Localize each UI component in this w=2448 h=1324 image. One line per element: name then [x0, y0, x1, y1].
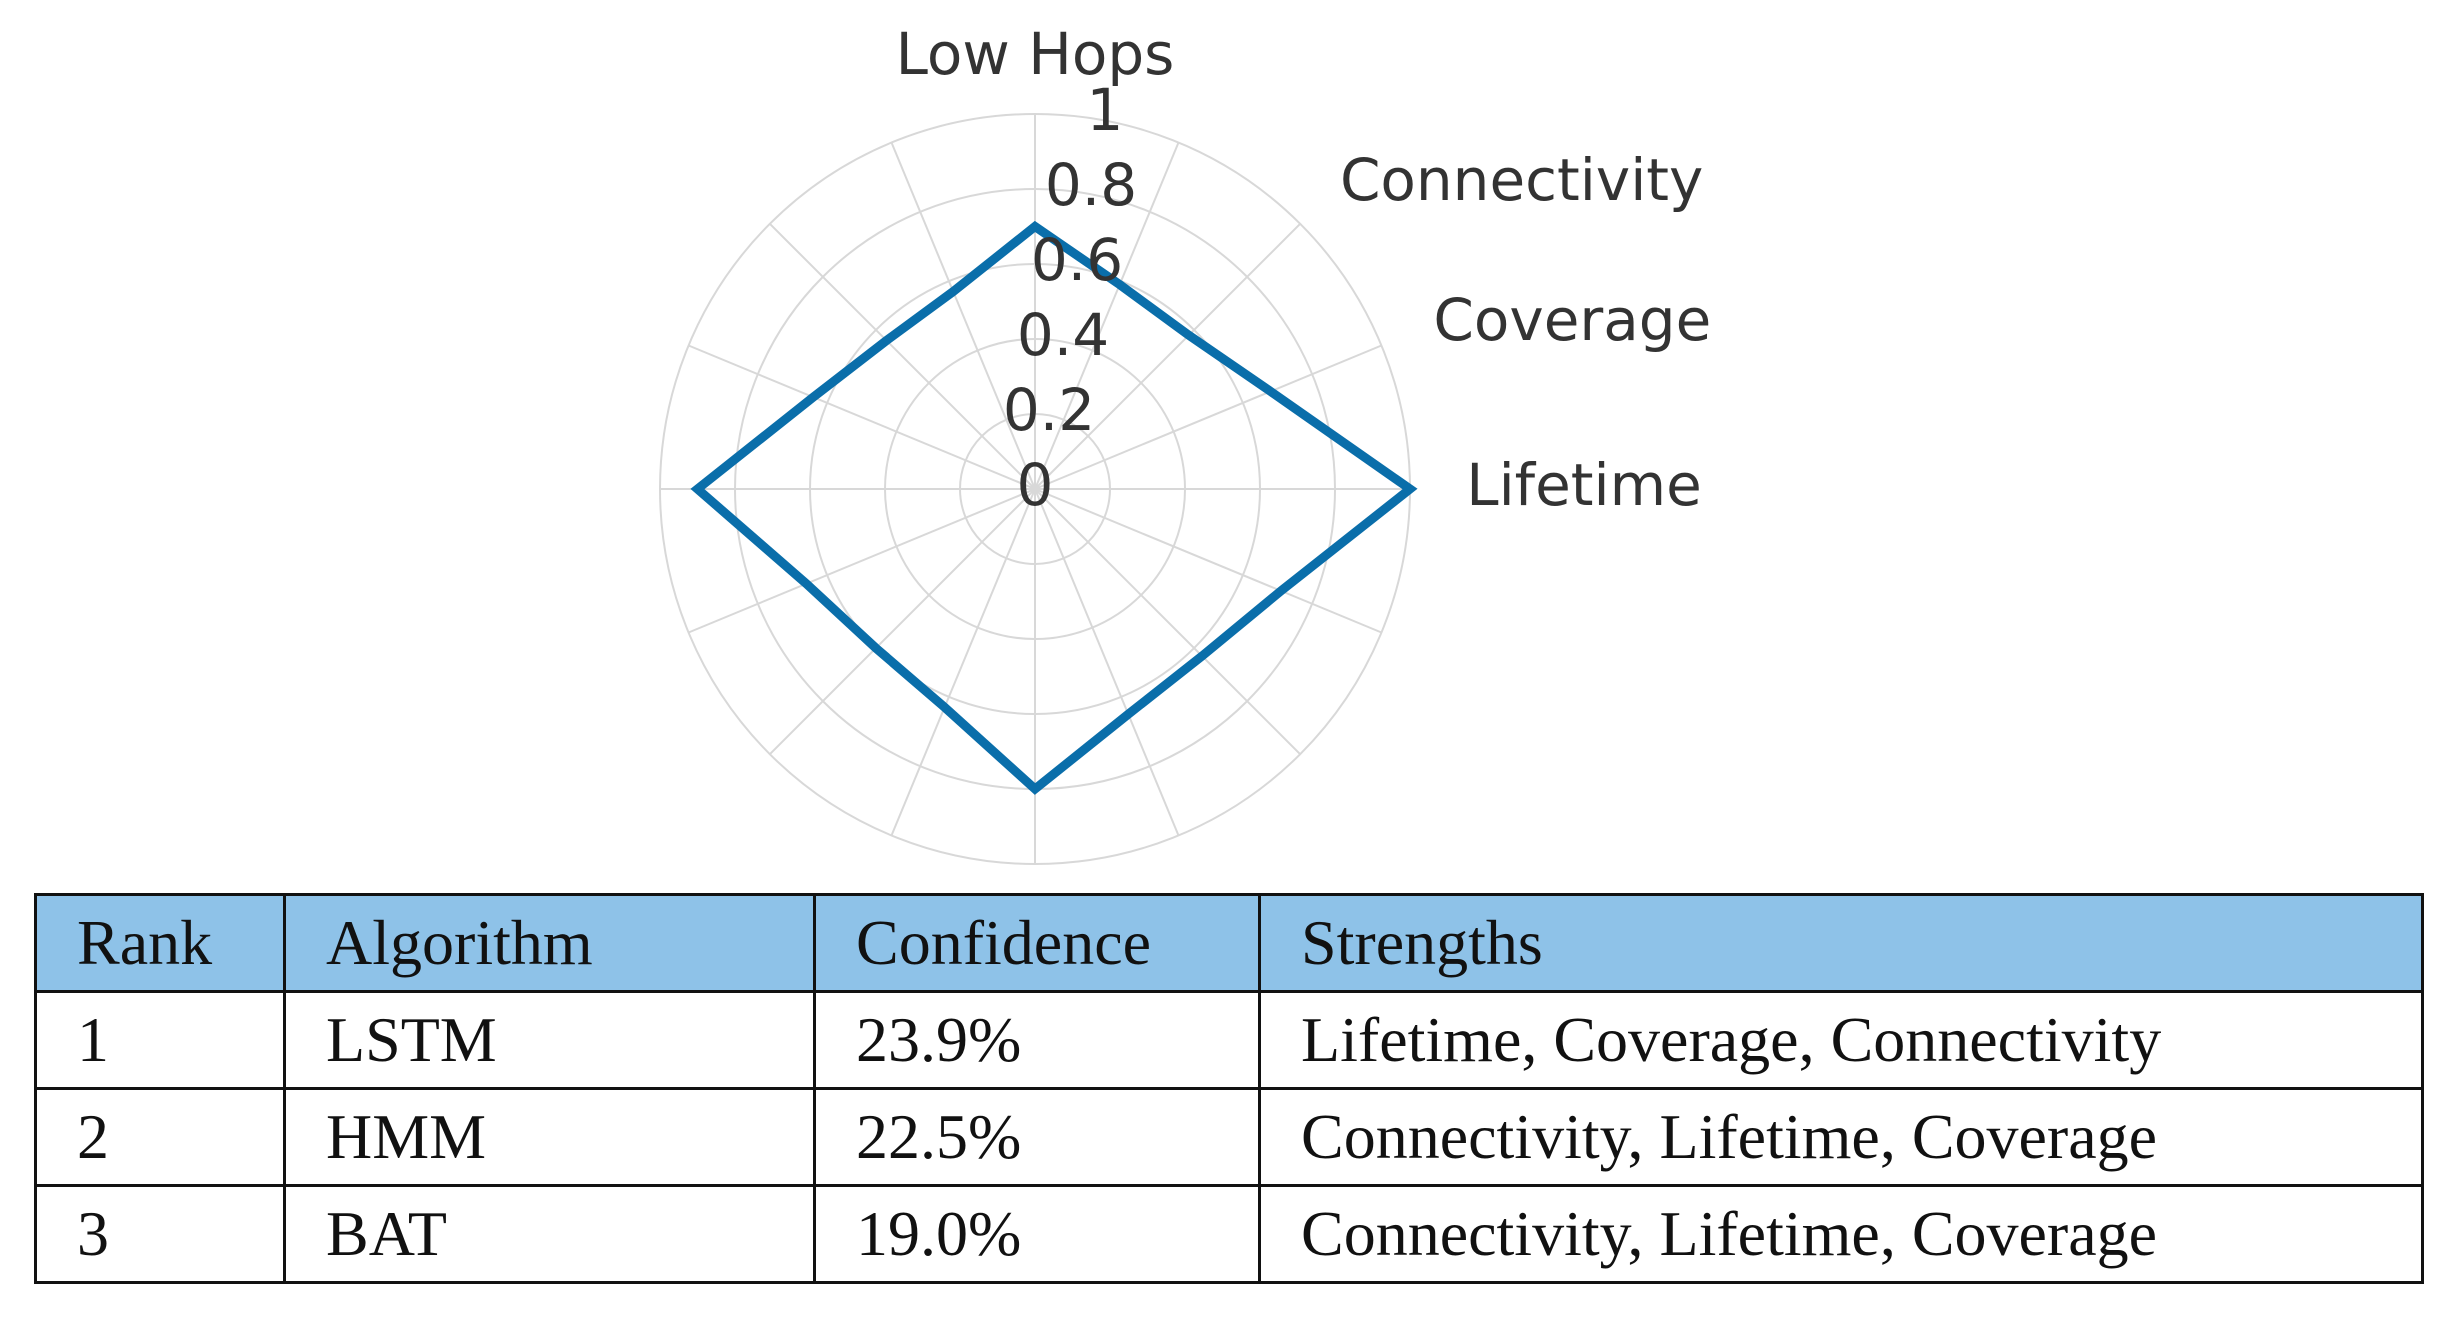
table-row: 3 BAT 19.0% Connectivity, Lifetime, Coverag…	[34, 1184, 2424, 1284]
spoke	[1034, 142, 1180, 490]
spoke	[1034, 223, 1301, 490]
series-line	[690, 220, 1418, 795]
table-cell: LSTM	[283, 990, 816, 1090]
table-cell: 22.5%	[813, 1087, 1261, 1187]
r-tick-label: 0.2	[1003, 376, 1095, 444]
ranking-table: Rank Algorithm Confidence Strengths 1 LSTM 23…	[34, 893, 2424, 1284]
table-cell: Lifetime, Coverage, Connectivity	[1258, 990, 2424, 1090]
table-cell: BAT	[283, 1184, 816, 1284]
spoke	[1034, 488, 1301, 755]
spoke	[1034, 344, 1382, 490]
r-tick-label: 0.6	[1031, 226, 1123, 294]
spoke	[890, 488, 1036, 836]
table-row: 1 LSTM 23.9% Lifetime, Coverage, Connectivi…	[34, 990, 2424, 1090]
grid-ring	[809, 263, 1261, 715]
header-row: Rank Algorithm Confidence Strengths	[34, 893, 2424, 993]
grid-ring	[959, 413, 1111, 565]
table-row: 2 HMM 22.5% Connectivity, Lifetime, Coverag…	[34, 1087, 2424, 1187]
spoke	[769, 488, 1036, 755]
spoke	[1034, 488, 1180, 836]
grid-ring	[884, 338, 1186, 640]
table-cell: 2	[34, 1087, 286, 1187]
table-cell: HMM	[283, 1087, 816, 1187]
table-cell: 3	[34, 1184, 286, 1284]
table-cell: 19.0%	[813, 1184, 1261, 1284]
header-cell: Strengths	[1258, 893, 2424, 993]
axis-label: Lifetime	[1466, 451, 1702, 519]
table-cell: 23.9%	[813, 990, 1261, 1090]
r-tick-label: 0.4	[1017, 301, 1109, 369]
spoke	[688, 488, 1036, 634]
axis-label: Coverage	[1433, 286, 1711, 354]
spoke	[769, 223, 1036, 490]
spoke	[688, 344, 1036, 490]
axis-label: Low Hops	[896, 20, 1175, 88]
table-cell: Connectivity, Lifetime, Coverage	[1258, 1087, 2424, 1187]
spoke	[890, 142, 1036, 490]
axis-label: Connectivity	[1340, 146, 1703, 214]
r-tick-label: 0	[1017, 451, 1054, 519]
table-cell: Connectivity, Lifetime, Coverage	[1258, 1184, 2424, 1284]
spoke	[1034, 488, 1382, 634]
table-cell: 1	[34, 990, 286, 1090]
r-tick-label: 1	[1087, 76, 1124, 144]
header-cell: Confidence	[813, 893, 1261, 993]
header-cell: Rank	[34, 893, 286, 993]
radar-chart: Low Hops Connectivity Coverage Lifetime 0 0.2…	[659, 20, 1711, 865]
r-tick-label: 0.8	[1045, 151, 1137, 219]
header-cell: Algorithm	[283, 893, 816, 993]
